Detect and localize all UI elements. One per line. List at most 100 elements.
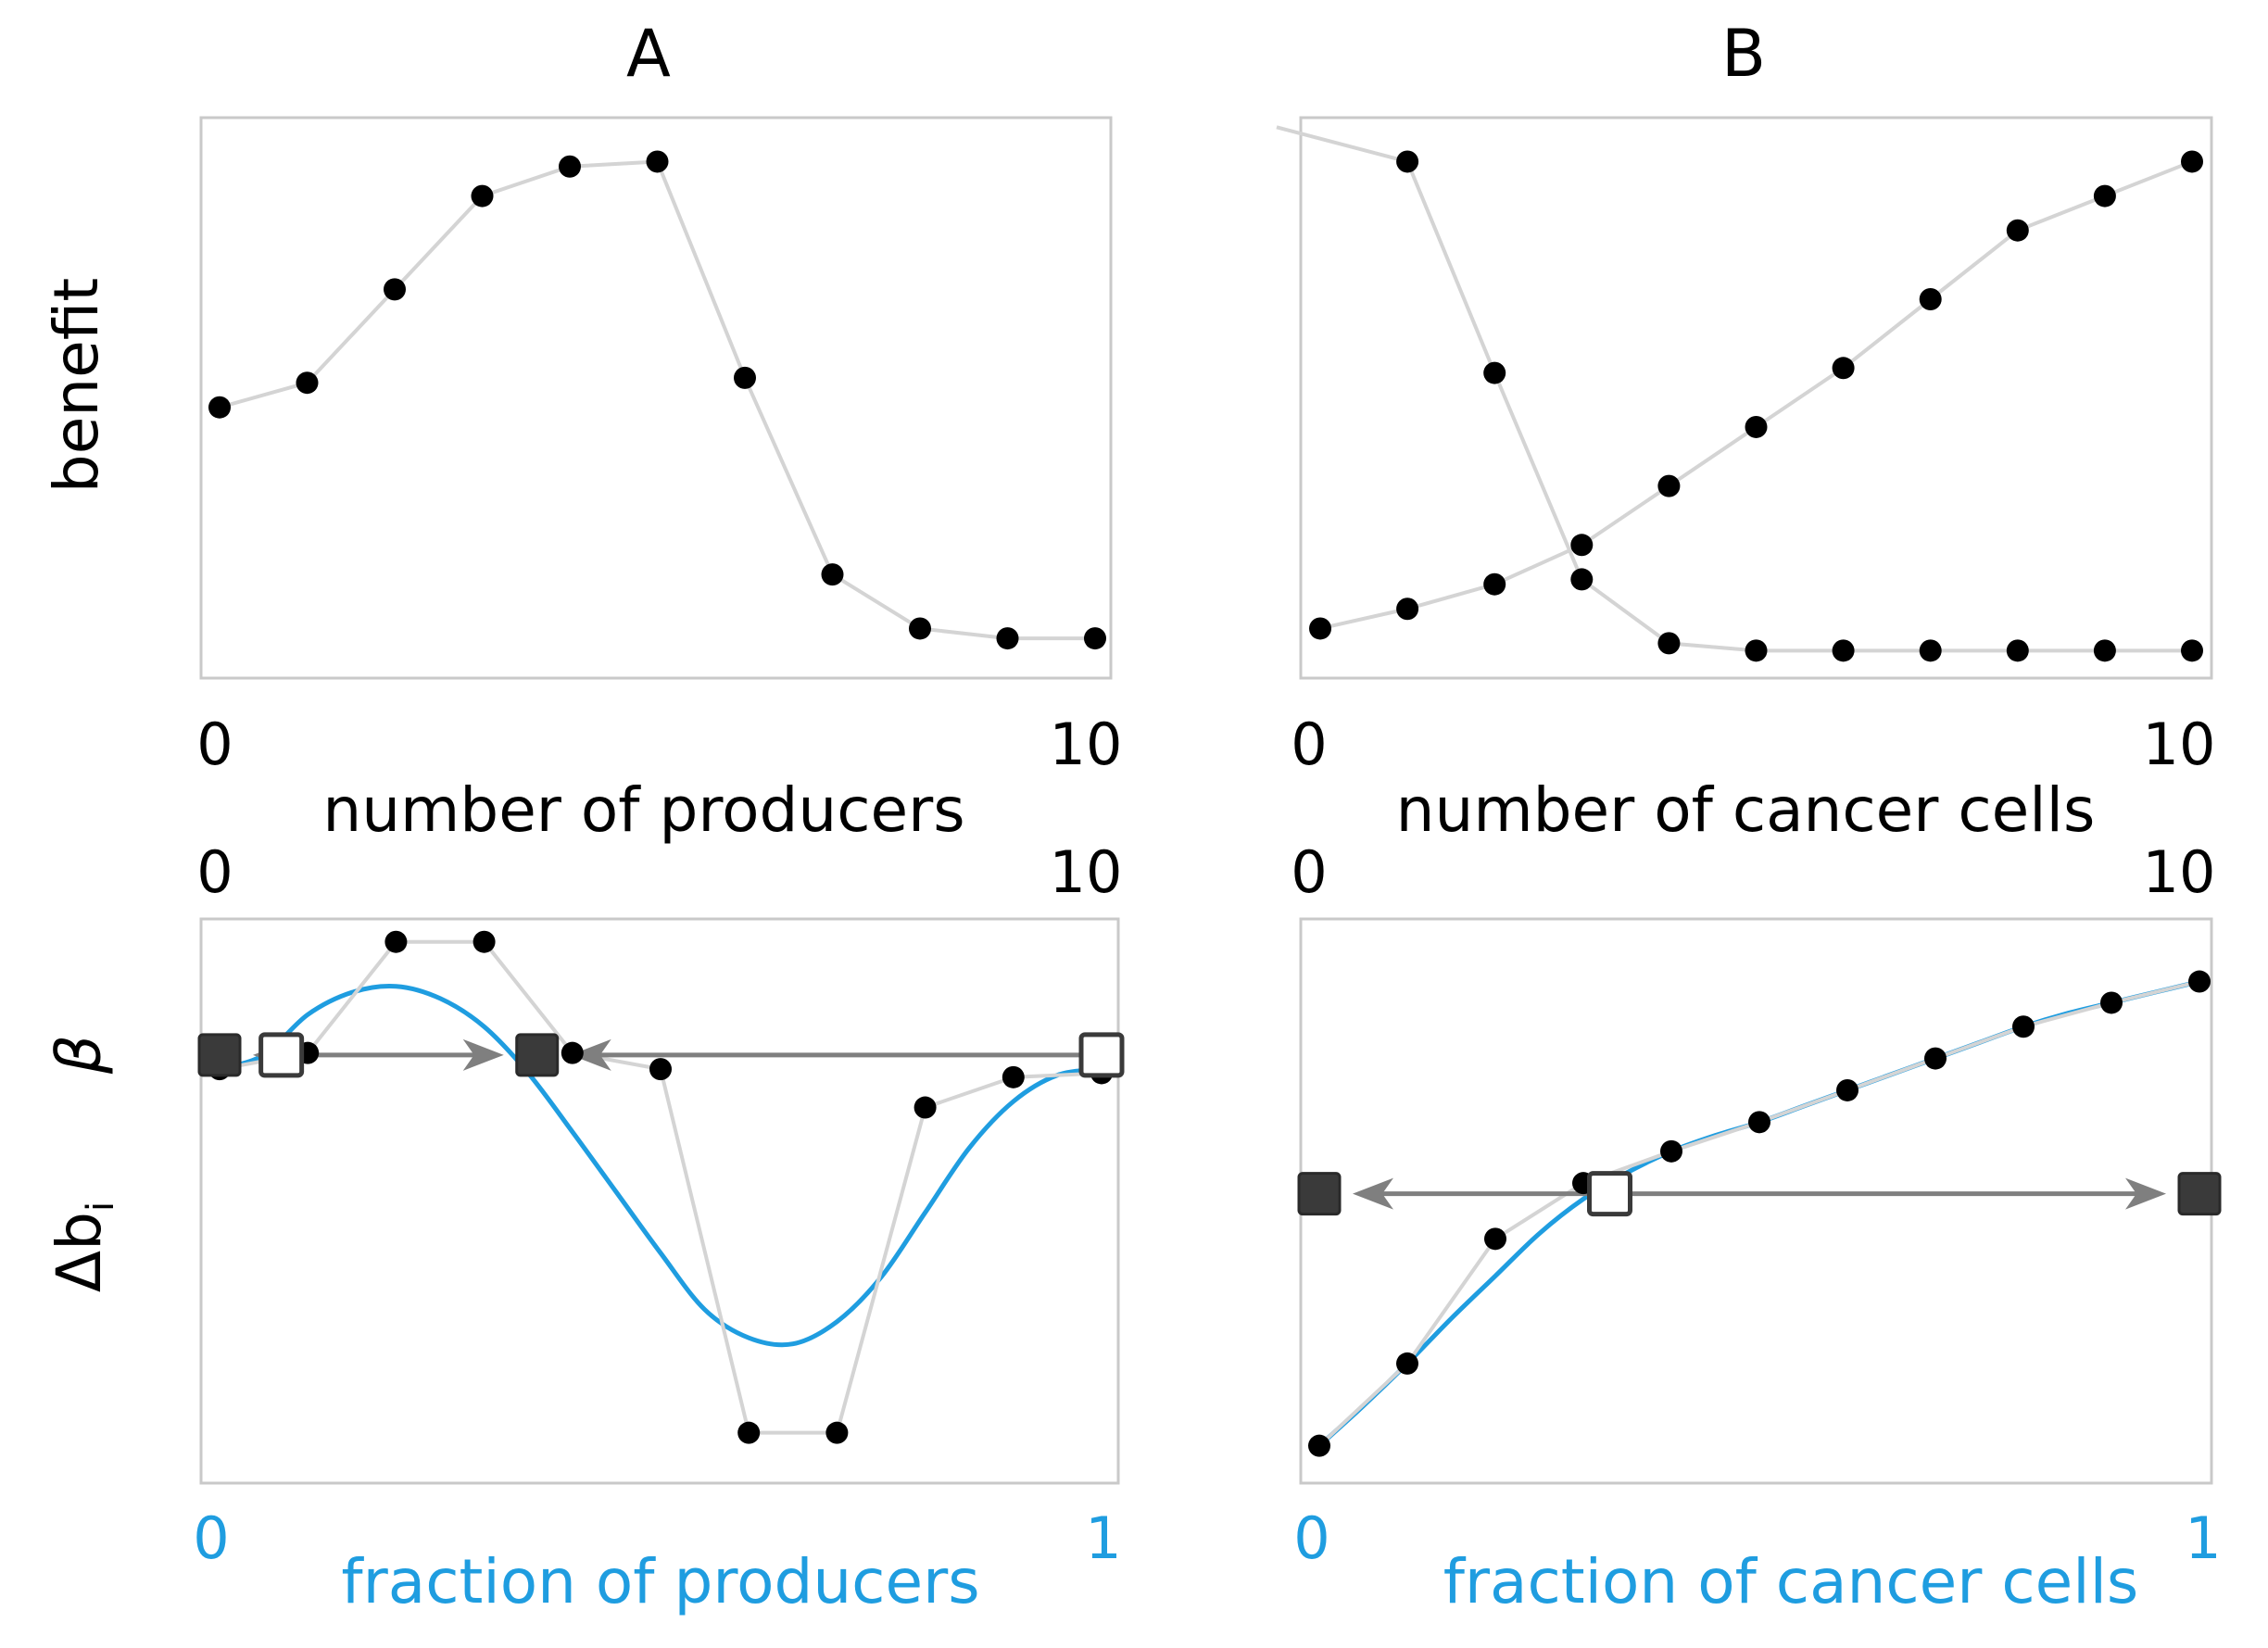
a-top-series-0-point-3 [471, 184, 494, 208]
plot-a-top [208, 150, 1106, 650]
b-top-series-0-line [1319, 159, 2193, 631]
a-top-series-0-point-10 [1084, 627, 1106, 650]
plot-frame-a-bottom [199, 917, 1120, 1485]
b-top-xtick-10: 10 [2143, 711, 2216, 778]
b-top-series-1-point-5 [1745, 639, 1768, 662]
b-bottom-xtick-0: 0 [1293, 1504, 1329, 1572]
panel-title-b: B [1721, 16, 1766, 92]
a-bottom-topxtick-0: 0 [196, 838, 233, 906]
a-bottom-series-0-point-5 [649, 1058, 672, 1081]
b-top-series-0-point-5 [1745, 415, 1768, 438]
b-bottom-fixed-point-1-unstable [1587, 1171, 1632, 1217]
b-bottom-series-0-point-7 [1924, 1047, 1947, 1070]
plot-b-top [1276, 125, 2203, 662]
a-bottom-flow-1-arrowhead [462, 1038, 504, 1071]
a-top-series-0-point-9 [996, 627, 1019, 650]
a-top-xtick-0: 0 [196, 711, 233, 778]
b-bottom-series-0-point-5 [1748, 1111, 1770, 1134]
plot-a-bottom [197, 930, 1125, 1444]
b-bottom-series-0-point-4 [1660, 1139, 1682, 1163]
b-top-series-1-point-1 [1396, 150, 1419, 173]
plot-b-bottom [1297, 970, 2222, 1457]
a-bottom-series-0-point-3 [472, 930, 496, 953]
b-bottom-series-0-point-1 [1396, 1352, 1418, 1375]
panel-title-a: A [626, 16, 671, 92]
a-bottom-xtick-1: 1 [1085, 1504, 1121, 1572]
plot-frame-b-top [1299, 116, 2213, 680]
b-top-series-0-point-7 [1919, 288, 1942, 310]
a-bottom-series-0-point-8 [914, 1096, 937, 1119]
b-bottom-xlabel: fraction of cancer cells [1443, 1546, 2139, 1617]
b-bottom-xtick-1: 1 [2185, 1504, 2221, 1572]
b-top-series-0-point-2 [1483, 572, 1506, 596]
a-bottom-series-0-point-4 [561, 1041, 584, 1064]
a-bottom-xtick-0: 0 [193, 1504, 229, 1572]
a-bottom-series-0-line [219, 939, 1102, 1435]
a-bottom-fixed-point-3-unstable [1078, 1032, 1125, 1078]
b-top-xlabel: number of cancer cells [1396, 774, 2096, 846]
b-top-series-1-point-10 [2181, 639, 2203, 662]
plot-frame-a-top [199, 116, 1113, 680]
y-label-delta-b-main: Δbi [44, 1201, 122, 1292]
b-bottom-series-0-point-2 [1484, 1227, 1506, 1251]
b-bottom-topxtick-10: 10 [2143, 838, 2216, 906]
a-bottom-xlabel: fraction of producers [341, 1546, 979, 1617]
b-bottom-series-0-point-6 [1836, 1078, 1858, 1101]
b-top-series-0-point-8 [2006, 219, 2029, 242]
b-top-series-0-point-0 [1309, 617, 1331, 640]
a-bottom-fixed-point-2-stable [515, 1033, 560, 1077]
b-bottom-series-0-point-0 [1308, 1434, 1330, 1457]
b-top-series-0-point-9 [2093, 184, 2116, 208]
delta-b-subscript: i [80, 1201, 122, 1212]
a-bottom-flow-2-arrowhead [570, 1038, 611, 1071]
a-top-xlabel: number of producers [322, 774, 964, 846]
y-label-beta: β [44, 1035, 115, 1075]
b-bottom-series-0-point-10 [2188, 970, 2211, 993]
b-top-series-1-point-4 [1657, 632, 1681, 655]
a-bottom-fixed-point-0-stable [197, 1033, 242, 1077]
y-label-delta-b: Δbi [44, 1201, 122, 1292]
b-top-series-0-point-6 [1832, 357, 1855, 380]
b-bottom-series-0-line [1317, 979, 2200, 1448]
b-top-series-0-point-10 [2181, 150, 2203, 173]
b-bottom-fixed-point-2-stable [2177, 1172, 2222, 1216]
a-top-series-0-line [219, 159, 1095, 641]
b-bottom-flow-1-arrowhead [2125, 1177, 2166, 1210]
b-top-series-0-point-4 [1657, 474, 1681, 497]
a-top-xtick-10: 10 [1050, 711, 1123, 778]
b-top-series-1-point-6 [1832, 639, 1855, 662]
b-top-series-0-point-1 [1396, 598, 1419, 621]
b-bottom-series-0-point-9 [2100, 991, 2123, 1014]
a-bottom-beta-curve [219, 983, 1102, 1348]
b-top-xtick-0: 0 [1291, 711, 1327, 778]
a-bottom-series-0-point-2 [384, 930, 408, 953]
b-top-series-1-point-8 [2006, 639, 2029, 662]
a-bottom-fixed-point-1-unstable [258, 1032, 305, 1078]
b-bottom-fixed-point-0-stable [1297, 1172, 1342, 1216]
b-top-series-1-point-9 [2093, 639, 2116, 662]
b-bottom-beta-curve [1317, 979, 2200, 1448]
b-bottom-flow-0-arrowhead [1353, 1177, 1393, 1210]
b-top-series-1-point-2 [1483, 361, 1506, 384]
b-bottom-series-0-point-8 [2012, 1015, 2035, 1038]
a-bottom-series-0-point-6 [737, 1421, 761, 1444]
a-top-series-0-point-7 [821, 563, 844, 586]
a-top-series-0-point-6 [734, 366, 756, 389]
delta-b-text: Δb [44, 1212, 115, 1292]
a-top-series-0-point-8 [909, 617, 931, 640]
y-label-benefit: benefit [41, 278, 112, 493]
a-bottom-series-0-point-9 [1002, 1065, 1025, 1088]
a-top-series-0-point-2 [384, 278, 406, 301]
a-top-series-0-point-0 [208, 396, 231, 419]
a-top-series-0-point-5 [646, 150, 669, 173]
plot-frame-b-bottom [1299, 917, 2213, 1485]
a-top-series-0-point-1 [296, 371, 319, 395]
b-bottom-topxtick-0: 0 [1291, 838, 1327, 906]
b-top-series-1-point-7 [1919, 639, 1942, 662]
a-bottom-series-0-point-7 [825, 1421, 849, 1444]
a-bottom-topxtick-10: 10 [1050, 838, 1123, 906]
a-top-series-0-point-4 [559, 155, 581, 178]
b-top-series-1-point-3 [1570, 568, 1594, 591]
b-top-series-0-point-3 [1570, 534, 1594, 557]
